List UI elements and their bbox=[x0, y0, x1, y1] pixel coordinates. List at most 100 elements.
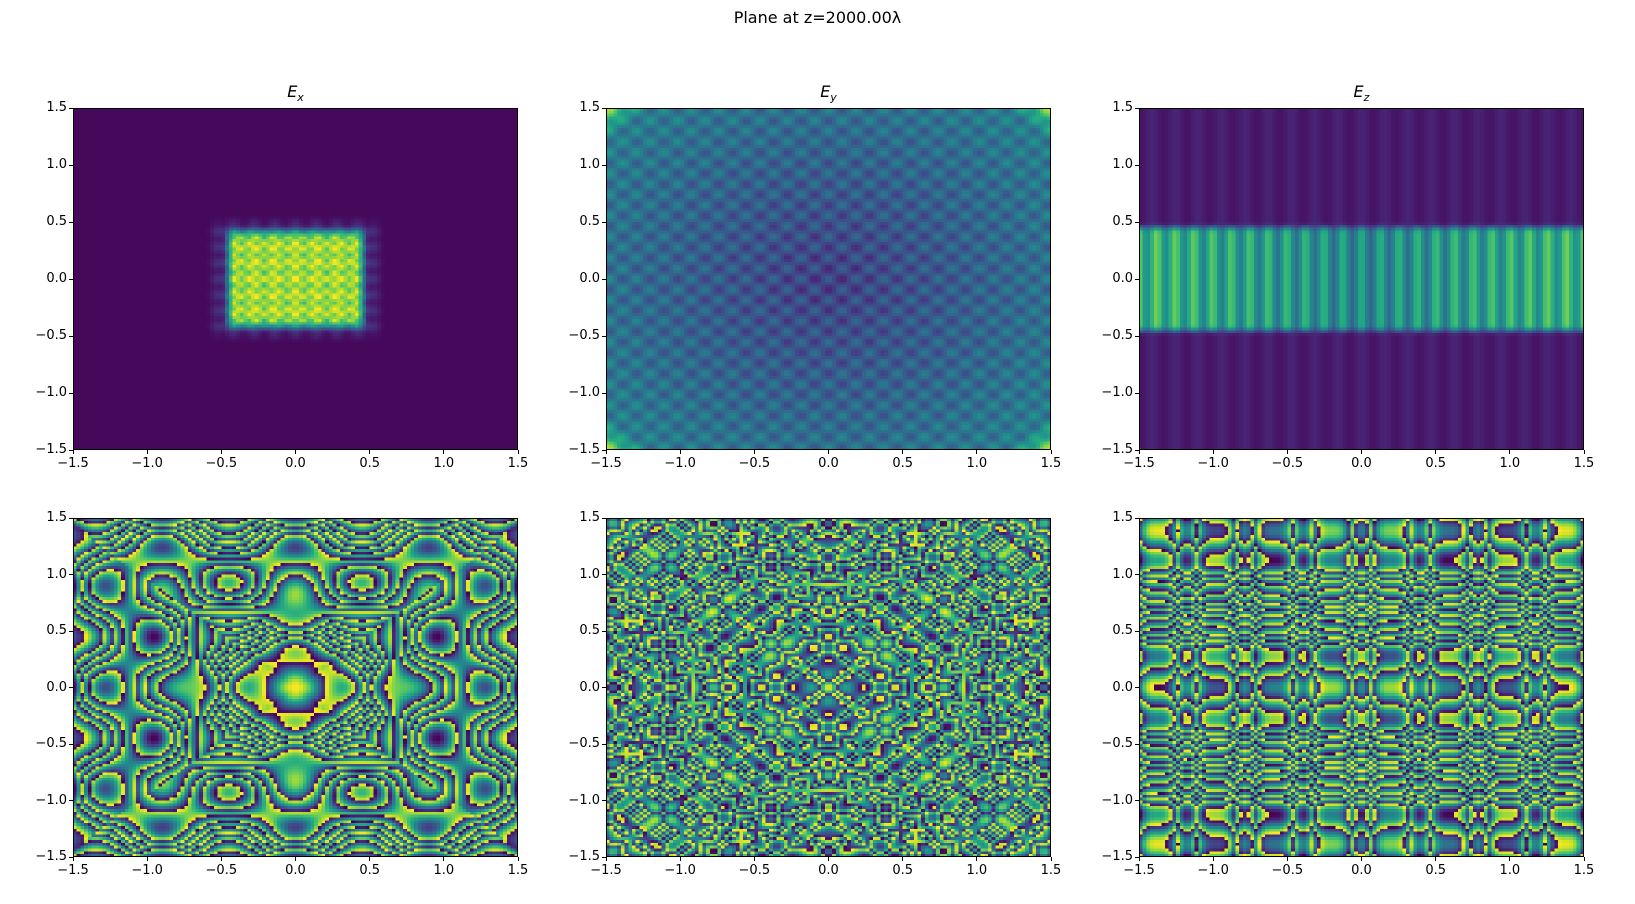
x-tick-label: 1.0 bbox=[1499, 456, 1521, 471]
axes-frame bbox=[1139, 108, 1584, 450]
x-tick-label: −0.5 bbox=[205, 863, 238, 878]
y-tick-mark bbox=[1135, 630, 1139, 632]
x-tick-mark bbox=[828, 450, 829, 454]
y-tick-label: 0.0 bbox=[46, 679, 67, 695]
y-tick-label: 0.5 bbox=[46, 214, 67, 229]
y-tick-mark bbox=[602, 687, 606, 688]
x-tick-label: 0.5 bbox=[1425, 863, 1446, 878]
x-tick-mark bbox=[1509, 857, 1511, 861]
y-tick-label: −1.0 bbox=[568, 385, 600, 400]
y-tick-label: −1.5 bbox=[35, 442, 67, 457]
y-tick-label: −0.5 bbox=[568, 736, 600, 751]
x-tick-mark bbox=[1435, 857, 1437, 861]
x-tick-label: −0.5 bbox=[1271, 456, 1304, 471]
heatmap-ex-phase bbox=[73, 518, 518, 857]
x-tick-mark bbox=[220, 450, 222, 454]
x-tick-label: −1.0 bbox=[664, 863, 696, 878]
x-tick-mark bbox=[369, 857, 371, 861]
y-tick-mark bbox=[69, 107, 73, 109]
y-tick-label: 1.5 bbox=[46, 510, 67, 525]
y-tick-mark bbox=[1135, 107, 1139, 109]
y-tick-label: 1.5 bbox=[579, 510, 600, 525]
y-tick-mark bbox=[602, 392, 606, 394]
y-tick-mark bbox=[69, 517, 73, 519]
heatmap-ez-phase bbox=[1139, 518, 1584, 857]
x-tick-label: −0.5 bbox=[1271, 863, 1304, 878]
y-tick-label: 0.0 bbox=[1112, 679, 1133, 695]
y-tick-label: −1.5 bbox=[568, 849, 600, 864]
y-tick-label: 1.0 bbox=[46, 157, 67, 172]
y-tick-mark bbox=[69, 687, 73, 688]
y-tick-label: −1.5 bbox=[568, 442, 600, 457]
x-tick-mark bbox=[1050, 450, 1052, 454]
y-tick-mark bbox=[1135, 517, 1139, 519]
y-tick-mark bbox=[602, 164, 606, 166]
subplot-ez-amp: Ez −1.5 −1.0 −0.5 0.0 0.5 1.0 1.5 −1.5 −1.0 −0.5 0.… bbox=[1101, 82, 1594, 471]
x-tick-mark bbox=[902, 857, 904, 861]
y-tick-label: 1.5 bbox=[1112, 510, 1133, 525]
subplot-ex-amp: Ex −1.5 −1.0 −0.5 0.0 0.5 1.0 1.5 −1.5 −1.0 −0.5 0.… bbox=[35, 82, 528, 471]
x-tick-mark bbox=[1435, 450, 1437, 454]
y-tick-mark bbox=[1135, 687, 1139, 688]
x-tick-label: −1.0 bbox=[131, 456, 163, 471]
x-tick-label: 0.5 bbox=[892, 863, 913, 878]
x-tick-label: −1.5 bbox=[57, 456, 89, 471]
axes-frame bbox=[73, 108, 518, 450]
axes-frame bbox=[73, 518, 518, 857]
y-tick-mark bbox=[69, 574, 73, 575]
x-tick-mark bbox=[976, 450, 978, 454]
y-tick-label: 0.5 bbox=[579, 214, 600, 229]
x-tick-mark bbox=[605, 857, 607, 861]
y-tick-mark bbox=[69, 449, 73, 451]
x-tick-label: 0.0 bbox=[1351, 863, 1372, 878]
y-tick-mark bbox=[1135, 743, 1139, 745]
y-tick-mark bbox=[602, 517, 606, 519]
subplot-ex-phase: −1.5 −1.0 −0.5 0.0 0.5 1.0 1.5 −1.5 −1.0 −0.5 0.0 0… bbox=[35, 510, 528, 878]
x-tick-label: 1.0 bbox=[433, 863, 455, 878]
y-tick-label: 1.0 bbox=[1112, 157, 1133, 172]
y-tick-mark bbox=[602, 449, 606, 451]
x-tick-label: 0.5 bbox=[892, 456, 913, 471]
x-tick-mark bbox=[517, 450, 519, 454]
x-tick-label: 0.0 bbox=[818, 456, 839, 471]
x-tick-mark bbox=[1509, 450, 1511, 454]
x-tick-mark bbox=[753, 857, 755, 861]
y-tick-label: −1.0 bbox=[35, 792, 67, 808]
y-tick-label: −0.5 bbox=[1101, 736, 1133, 751]
y-tick-label: 1.5 bbox=[1112, 100, 1133, 115]
x-tick-mark bbox=[1583, 857, 1585, 861]
y-tick-label: 0.0 bbox=[579, 271, 600, 286]
x-tick-label: 0.0 bbox=[1351, 456, 1372, 471]
y-tick-label: 0.5 bbox=[46, 623, 67, 638]
x-tick-label: 1.0 bbox=[966, 863, 988, 878]
y-tick-mark bbox=[69, 856, 73, 858]
y-tick-label: −0.5 bbox=[568, 328, 600, 343]
y-tick-mark bbox=[602, 107, 606, 109]
y-tick-mark bbox=[602, 856, 606, 858]
subplot-ez-phase: −1.5 −1.0 −0.5 0.0 0.5 1.0 1.5 −1.5 −1.0 −0.5 0.0 0… bbox=[1101, 510, 1594, 878]
heatmap-ez-amp bbox=[1139, 108, 1584, 450]
y-tick-label: 1.0 bbox=[579, 157, 600, 172]
x-tick-label: 1.0 bbox=[966, 456, 988, 471]
x-tick-mark bbox=[1361, 450, 1362, 454]
y-tick-label: 0.5 bbox=[579, 623, 600, 638]
x-tick-mark bbox=[679, 450, 681, 454]
y-tick-label: −0.5 bbox=[35, 328, 67, 343]
y-tick-mark bbox=[69, 392, 73, 394]
y-tick-mark bbox=[602, 743, 606, 745]
x-tick-mark bbox=[1286, 450, 1288, 454]
x-tick-label: −1.5 bbox=[590, 863, 622, 878]
x-tick-label: −1.5 bbox=[590, 456, 622, 471]
x-tick-mark bbox=[72, 857, 74, 861]
x-tick-label: −1.5 bbox=[57, 863, 89, 878]
x-tick-label: 1.5 bbox=[1040, 863, 1062, 878]
y-tick-label: −1.5 bbox=[1101, 849, 1133, 864]
x-tick-mark bbox=[1361, 857, 1362, 861]
y-tick-mark bbox=[1135, 574, 1139, 575]
y-tick-label: 0.5 bbox=[1112, 623, 1133, 638]
x-tick-label: −0.5 bbox=[205, 456, 238, 471]
x-tick-label: 0.5 bbox=[359, 863, 380, 878]
x-tick-mark bbox=[146, 450, 148, 454]
y-tick-label: 1.5 bbox=[46, 100, 67, 115]
x-tick-label: −0.5 bbox=[738, 456, 771, 471]
